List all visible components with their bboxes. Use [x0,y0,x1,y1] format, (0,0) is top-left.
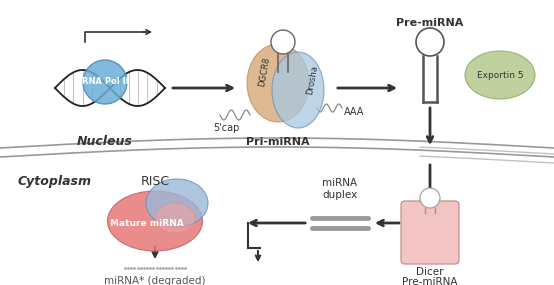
Text: RISC: RISC [140,175,170,188]
Text: Nucleus: Nucleus [77,135,133,148]
Text: Exportin 5: Exportin 5 [476,70,524,80]
Text: Drosha: Drosha [305,64,319,95]
Circle shape [420,188,440,208]
Circle shape [416,28,444,56]
Circle shape [271,30,295,54]
Text: Pre-miRNA: Pre-miRNA [396,18,464,28]
Text: Pri-miRNA: Pri-miRNA [246,137,310,147]
Text: AAA: AAA [344,107,365,117]
Ellipse shape [146,179,208,227]
Ellipse shape [107,191,203,251]
FancyBboxPatch shape [401,201,459,264]
Ellipse shape [465,51,535,99]
Text: miRNA
duplex: miRNA duplex [322,178,358,200]
Circle shape [83,60,127,104]
Text: RNA Pol II: RNA Pol II [81,78,129,87]
Ellipse shape [272,52,324,128]
Text: miRNA* (degraded): miRNA* (degraded) [104,276,206,285]
Text: Cytoplasm: Cytoplasm [18,175,92,188]
Text: 5'cap: 5'cap [213,123,239,133]
Text: Pre-miRNA: Pre-miRNA [402,277,458,285]
Text: DGCR8: DGCR8 [257,56,271,87]
Ellipse shape [247,44,309,122]
Text: Dicer: Dicer [416,267,444,277]
Ellipse shape [155,203,195,233]
Text: Mature miRNA: Mature miRNA [110,219,184,227]
